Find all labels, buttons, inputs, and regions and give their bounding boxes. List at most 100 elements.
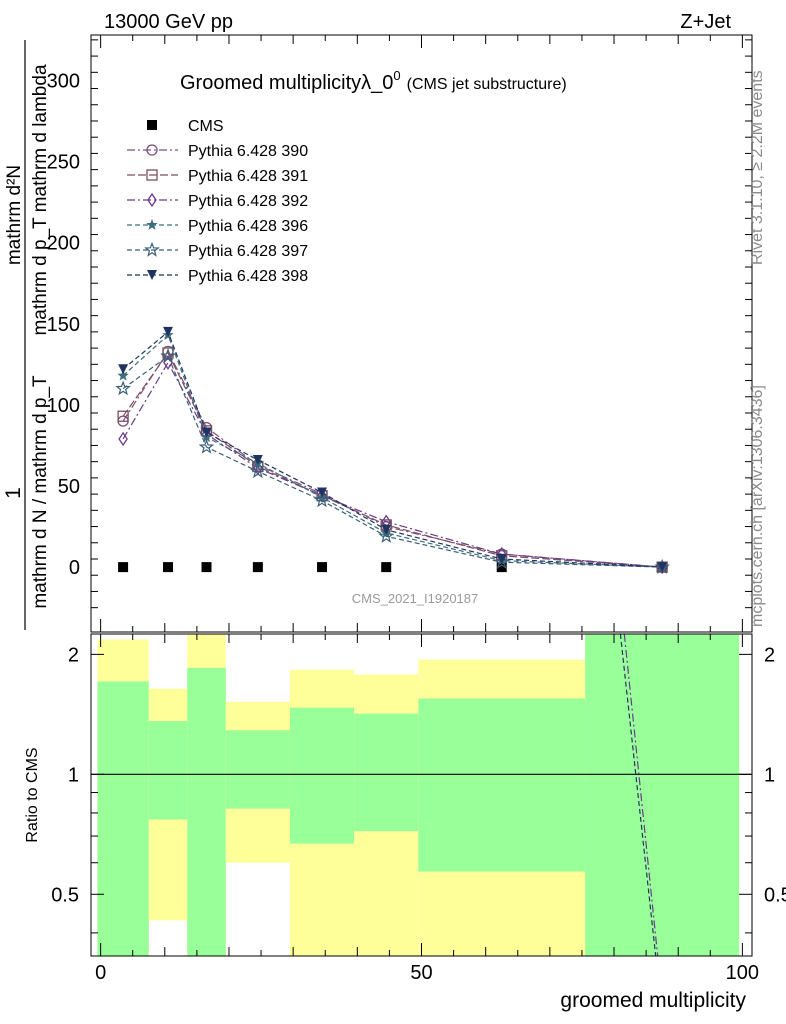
data-point — [496, 562, 507, 573]
data-point — [163, 326, 174, 337]
data-point — [252, 455, 263, 466]
uncertainty-band-stat — [97, 681, 149, 956]
legend-entry: Pythia 6.428 392 — [127, 192, 308, 210]
data-point — [160, 347, 176, 363]
ylabel-lower: mathrm d p_T mathrm d lambda — [30, 64, 51, 335]
legend-marker — [147, 192, 157, 208]
x-axis-label: groomed multiplicity — [560, 989, 746, 1012]
data-point — [115, 380, 131, 396]
legend-entry: Pythia 6.428 391 — [127, 168, 308, 185]
mcplots-label: mcplots.cern.ch [arXiv:1306.3436] — [749, 385, 766, 627]
data-point — [493, 553, 510, 569]
legend-marker — [146, 219, 158, 230]
uncertainty-band-stat — [225, 730, 290, 809]
main-y-tick-label: 150 — [47, 314, 80, 336]
uncertainty-band-stat — [354, 713, 419, 832]
legend-marker — [146, 144, 158, 156]
ylabel-one: 1 — [2, 487, 25, 499]
main-series-group — [115, 326, 670, 575]
series-line — [122, 355, 663, 568]
series-line — [122, 350, 663, 568]
legend-label: Pythia 6.428 392 — [188, 193, 308, 210]
main-axis-ticks: 0 50 100 150 200 250 300 — [47, 35, 752, 632]
series-line — [122, 330, 663, 568]
legend-label: Pythia 6.428 390 — [188, 143, 308, 160]
plot-title: Groomed multiplicityλ_00 (CMS jet substru… — [180, 68, 567, 94]
data-point — [118, 431, 128, 447]
legend-entry: Pythia 6.428 398 — [127, 268, 308, 285]
header-energy-label: 13000 GeV pp — [104, 11, 233, 33]
data-point — [381, 524, 392, 535]
ratio-plot-frame — [90, 633, 753, 957]
ylabel-denominator: mathrm d N / mathrm d p_T — [30, 375, 51, 609]
data-point — [118, 364, 129, 375]
legend: CMS Pythia 6.428 390 Pythia 6.428 391 Pythi… — [127, 118, 308, 285]
legend-marker — [144, 241, 160, 257]
data-point — [117, 369, 129, 381]
data-point — [118, 562, 129, 573]
data-point — [117, 410, 129, 422]
series-line — [122, 351, 663, 568]
series-4 — [117, 329, 668, 572]
data-point — [317, 487, 328, 498]
uncertainty-band-stat — [148, 721, 188, 820]
rivet-version-label: Rivet 3.1.10, ≥ 2.2M events — [749, 70, 766, 265]
ratio-y-tick-label: 2 — [68, 644, 79, 666]
ylabel-numerator: mathrm d²N — [4, 165, 25, 265]
ratio-y-tick-label: 0.5 — [51, 884, 79, 906]
series-line — [122, 361, 663, 568]
data-point — [201, 562, 212, 573]
ratio-curve — [619, 633, 657, 957]
data-point — [314, 492, 330, 508]
main-y-tick-label: 300 — [47, 70, 80, 92]
ratio-y-tick-label: 1 — [68, 764, 79, 786]
plot-title-main: Groomed multiplicityλ_0 — [180, 72, 393, 94]
ratio-y-axis-label: Ratio to CMS — [24, 747, 41, 842]
legend-entry: CMS — [147, 118, 224, 135]
main-y-axis-label: 1 mathrm d²N mathrm d N / mathrm d p_T m… — [2, 40, 51, 630]
ratio-axis-ticks: 0.5 0.5 1 1 2 2 0 50 100 — [51, 634, 786, 984]
plot-title-superscript: 0 — [393, 68, 400, 83]
ratio-band-group — [91, 634, 752, 956]
main-y-tick-label: 50 — [58, 476, 80, 498]
data-point — [201, 427, 212, 438]
uncertainty-band-stat — [289, 707, 355, 844]
header-process-label: Z+Jet — [680, 11, 731, 33]
data-point — [317, 562, 328, 573]
series-5 — [115, 347, 670, 574]
legend-entry: Pythia 6.428 390 — [127, 143, 308, 160]
ratio-line-group — [619, 633, 659, 957]
data-point — [378, 528, 395, 543]
legend-label: Pythia 6.428 391 — [188, 168, 308, 185]
ratio-y-tick-label-right: 0.5 — [764, 884, 786, 906]
main-plot-frame — [90, 34, 753, 633]
legend-marker — [147, 270, 157, 280]
x-tick-label: 100 — [726, 962, 759, 984]
main-y-tick-label: 0 — [69, 557, 80, 579]
uncertainty-band-stat — [585, 634, 740, 956]
legend-label: Pythia 6.428 396 — [188, 218, 308, 235]
legend-entry: Pythia 6.428 396 — [127, 218, 308, 235]
series-2 — [117, 347, 668, 573]
x-tick-label: 0 — [95, 962, 106, 984]
data-point — [198, 438, 215, 454]
series-line — [122, 334, 663, 568]
ratio-panel: 0.5 0.5 1 1 2 2 0 50 100 Ratio to CMS groomed mu… — [24, 633, 786, 1012]
data-point — [250, 463, 266, 479]
ratio-curve — [623, 633, 659, 957]
data-point — [381, 562, 392, 573]
data-point — [657, 562, 668, 573]
ratio-y-tick-label-right: 2 — [764, 644, 775, 666]
legend-marker — [146, 169, 158, 181]
main-panel: 0 50 100 150 200 250 300 Groomed multiplicityλ… — [47, 34, 753, 633]
data-point — [496, 553, 507, 564]
legend-entry: Pythia 6.428 397 — [127, 241, 308, 260]
legend-label: Pythia 6.428 397 — [188, 243, 308, 260]
series-6 — [118, 326, 668, 573]
uncertainty-band-stat — [187, 667, 226, 956]
main-y-tick-label: 200 — [47, 233, 80, 255]
series-3 — [118, 355, 667, 575]
analysis-watermark: CMS_2021_I1920187 — [352, 591, 479, 606]
legend-label: Pythia 6.428 398 — [188, 268, 308, 285]
